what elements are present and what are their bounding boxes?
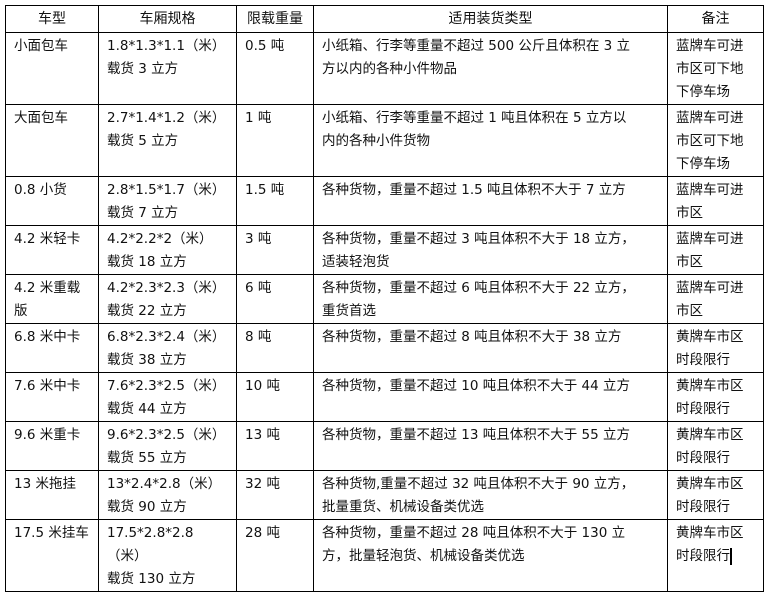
table-row: 4.2 米轻卡 4.2*2.2*2（米） 载货 18 立方 3 吨各种货物，重量不超… [5,225,764,275]
vehicle-table: 车型 车厢规格 限载重量 适用装货类型 备注 小面包车 1.8*1.3*1.1（米… [5,5,764,592]
note-cell: 黄牌车市区 时段限行 [667,470,764,520]
load-limit-cell: 10 吨 [236,372,314,422]
cargo-type-cell: 小纸箱、行李等重量不超过 500 公斤且体积在 3 立 方以内的各种小件物品 [313,32,668,105]
load-limit-cell: 1.5 吨 [236,176,314,226]
vehicle-type-cell: 13 米拖挂 [5,470,99,520]
box-spec-cell: 4.2*2.3*2.3（米） 载货 22 立方 [98,274,237,324]
table-row: 小面包车 1.8*1.3*1.1（米） 载货 3 立方 0.5 吨小纸箱、行李等重量… [5,32,764,105]
vehicle-type-cell: 17.5 米挂车 [5,519,99,592]
note-cell: 黄牌车市区 时段限行 [667,519,764,592]
table-row: 17.5 米挂车 17.5*2.8*2.8（米） 载货 130 立方 28 吨各种货… [5,519,764,592]
vehicle-type-cell: 0.8 小货 [5,176,99,226]
note-cell: 蓝牌车可进 市区 [667,274,764,324]
cargo-type-cell: 各种货物，重量不超过 3 吨且体积不大于 18 立方， 适装轻泡货 [313,225,668,275]
table-row: 7.6 米中卡 7.6*2.3*2.5（米） 载货 44 立方 10 吨各种货物，重… [5,372,764,422]
load-limit-cell: 3 吨 [236,225,314,275]
vehicle-type-cell: 7.6 米中卡 [5,372,99,422]
load-limit-cell: 13 吨 [236,421,314,471]
cargo-type-cell: 各种货物，重量不超过 28 吨且体积不大于 130 立 方，批量轻泡货、机械设备… [313,519,668,592]
table-row: 大面包车 2.7*1.4*1.2（米） 载货 5 立方 1 吨小纸箱、行李等重量不超… [5,104,764,177]
box-spec-cell: 17.5*2.8*2.8（米） 载货 130 立方 [98,519,237,592]
table-row: 0.8 小货 2.8*1.5*1.7（米） 载货 7 立方 1.5 吨各种货物，重量… [5,176,764,226]
box-spec-cell: 2.8*1.5*1.7（米） 载货 7 立方 [98,176,237,226]
cargo-type-cell: 各种货物，重量不超过 6 吨且体积不大于 22 立方， 重货首选 [313,274,668,324]
note-cell: 蓝牌车可进 市区 [667,225,764,275]
box-spec-cell: 6.8*2.3*2.4（米） 载货 38 立方 [98,323,237,373]
note-cell: 黄牌车市区 时段限行 [667,421,764,471]
box-spec-cell: 9.6*2.3*2.5（米） 载货 55 立方 [98,421,237,471]
load-limit-cell: 8 吨 [236,323,314,373]
load-limit-cell: 1 吨 [236,104,314,177]
table-row: 13 米拖挂 13*2.4*2.8（米） 载货 90 立方 32 吨各种货物,重量不… [5,470,764,520]
cargo-type-cell: 各种货物，重量不超过 8 吨且体积不大于 38 立方 [313,323,668,373]
box-spec-cell: 2.7*1.4*1.2（米） 载货 5 立方 [98,104,237,177]
box-spec-cell: 13*2.4*2.8（米） 载货 90 立方 [98,470,237,520]
header-row: 车型 车厢规格 限载重量 适用装货类型 备注 [5,5,764,33]
header-box-spec: 车厢规格 [98,5,237,33]
cargo-type-cell: 各种货物，重量不超过 10 吨且体积不大于 44 立方 [313,372,668,422]
box-spec-cell: 7.6*2.3*2.5（米） 载货 44 立方 [98,372,237,422]
note-cell: 黄牌车市区 时段限行 [667,372,764,422]
note-cell: 蓝牌车可进 市区可下地 下停车场 [667,104,764,177]
note-cell: 黄牌车市区 时段限行 [667,323,764,373]
table-row: 9.6 米重卡 9.6*2.3*2.5（米） 载货 55 立方 13 吨各种货物，重… [5,421,764,471]
header-vehicle-type: 车型 [5,5,99,33]
note-cell: 蓝牌车可进 市区 [667,176,764,226]
text-cursor [730,547,732,565]
table-row: 4.2 米重载 版 4.2*2.3*2.3（米） 载货 22 立方 6 吨各种货物，… [5,274,764,324]
vehicle-type-cell: 9.6 米重卡 [5,421,99,471]
vehicle-type-cell: 4.2 米轻卡 [5,225,99,275]
cargo-type-cell: 各种货物，重量不超过 13 吨且体积不大于 55 立方 [313,421,668,471]
box-spec-cell: 4.2*2.2*2（米） 载货 18 立方 [98,225,237,275]
box-spec-cell: 1.8*1.3*1.1（米） 载货 3 立方 [98,32,237,105]
load-limit-cell: 0.5 吨 [236,32,314,105]
load-limit-cell: 32 吨 [236,470,314,520]
cargo-type-cell: 各种货物,重量不超过 32 吨且体积不大于 90 立方， 批量重货、机械设备类优… [313,470,668,520]
table-body: 小面包车 1.8*1.3*1.1（米） 载货 3 立方 0.5 吨小纸箱、行李等重量… [5,32,764,592]
header-note: 备注 [667,5,764,33]
vehicle-type-cell: 小面包车 [5,32,99,105]
load-limit-cell: 28 吨 [236,519,314,592]
vehicle-type-cell: 6.8 米中卡 [5,323,99,373]
header-load-limit: 限载重量 [236,5,314,33]
cargo-type-cell: 各种货物，重量不超过 1.5 吨且体积不大于 7 立方 [313,176,668,226]
note-cell: 蓝牌车可进 市区可下地 下停车场 [667,32,764,105]
vehicle-type-cell: 4.2 米重载 版 [5,274,99,324]
cargo-type-cell: 小纸箱、行李等重量不超过 1 吨且体积在 5 立方以 内的各种小件货物 [313,104,668,177]
table-row: 6.8 米中卡 6.8*2.3*2.4（米） 载货 38 立方 8 吨各种货物，重量… [5,323,764,373]
load-limit-cell: 6 吨 [236,274,314,324]
vehicle-type-cell: 大面包车 [5,104,99,177]
header-cargo-type: 适用装货类型 [313,5,668,33]
